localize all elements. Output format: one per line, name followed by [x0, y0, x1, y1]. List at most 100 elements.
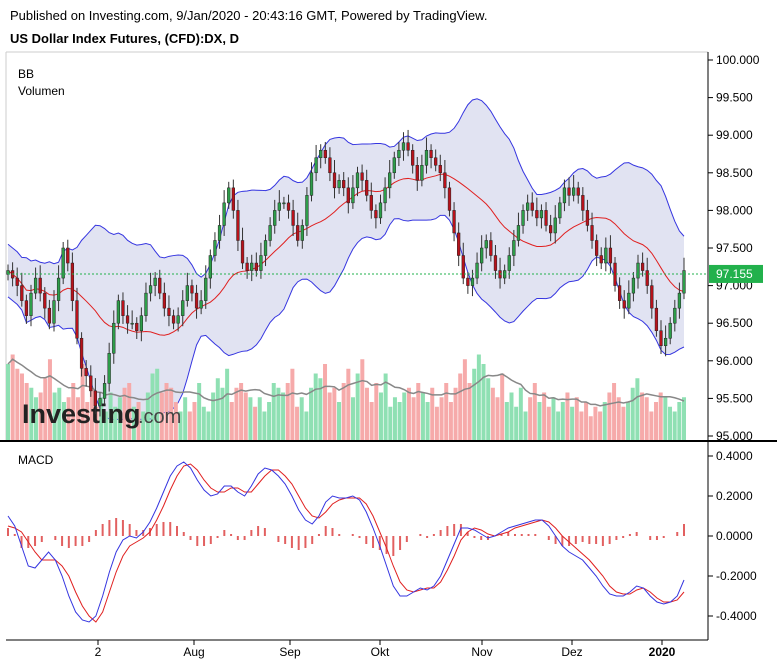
candle-body	[112, 322, 116, 354]
candle-body	[337, 180, 341, 189]
volume-bar	[490, 387, 495, 440]
candle-body	[512, 240, 516, 256]
bollinger-middle-line	[7, 173, 685, 336]
candle-body	[259, 255, 263, 271]
volume-bar	[374, 383, 379, 440]
candle-body	[33, 277, 38, 294]
volume-bar	[332, 387, 337, 440]
candle-body	[645, 270, 649, 286]
candle-body	[52, 300, 56, 324]
candle-body	[558, 202, 562, 219]
candle-body	[79, 337, 84, 369]
candle-body	[263, 240, 268, 256]
candle-body	[470, 277, 475, 286]
volume-bar	[197, 383, 202, 440]
volume-bar	[262, 411, 267, 440]
volume-bar	[677, 402, 682, 440]
volume-bar	[281, 392, 286, 440]
volume-bar	[467, 383, 472, 440]
volume-bar	[565, 392, 570, 440]
candle-body	[378, 202, 383, 219]
volume-bar	[52, 392, 57, 440]
macd-tick-label: 0.4000	[716, 449, 753, 463]
price-tick-label: 95.500	[716, 391, 753, 405]
macd-label: MACD	[18, 453, 54, 467]
volume-bar	[621, 406, 626, 440]
volume-bar	[94, 406, 99, 440]
price-tick-label: 95.000	[716, 429, 753, 443]
candle-body	[84, 368, 88, 377]
candle-body	[406, 142, 410, 151]
candle-body	[70, 262, 75, 301]
volume-bar	[626, 402, 631, 440]
candle-body	[29, 292, 33, 316]
candles-layer	[6, 129, 708, 417]
candle-body	[420, 165, 424, 181]
candle-body	[286, 202, 291, 211]
price-tick-label: 96.000	[716, 354, 753, 368]
bollinger-band-layer	[7, 98, 685, 420]
macd-line	[7, 461, 685, 623]
volume-bar	[682, 397, 686, 440]
time-tick-label: 2	[95, 645, 102, 659]
candle-body	[388, 172, 392, 189]
volume-bar	[518, 387, 523, 440]
volume-bar	[66, 397, 71, 440]
candle-body	[484, 240, 488, 249]
volume-bar	[85, 402, 90, 440]
volume-bar	[360, 359, 365, 440]
volume-bar	[350, 397, 355, 440]
volume-bar	[155, 368, 160, 440]
candle-body	[277, 202, 281, 211]
volume-bar	[192, 402, 197, 440]
candle-body	[659, 330, 663, 347]
volume-bar	[75, 397, 80, 440]
candle-body	[121, 300, 125, 316]
candle-body	[15, 277, 19, 286]
candle-body	[98, 398, 102, 407]
volume-bar	[285, 383, 290, 440]
volume-bar	[220, 387, 225, 440]
volume-bar	[318, 378, 323, 440]
volume-bar	[504, 402, 509, 440]
candle-body	[397, 149, 401, 159]
candle-body	[640, 262, 645, 271]
volume-bar	[425, 402, 430, 440]
volume-bar	[113, 406, 118, 440]
candle-body	[282, 202, 286, 205]
macd-axis: 0.4000 0.2000 0.0000 -0.2000 -0.4000	[708, 449, 757, 623]
candle-body	[61, 247, 65, 279]
volume-bar	[141, 411, 146, 440]
candle-body	[75, 300, 79, 339]
candle-body	[365, 180, 369, 196]
volume-bar	[178, 411, 183, 440]
time-axis: 2 Aug Sep Okt Nov Dez 2020	[95, 640, 676, 659]
volume-bar	[346, 368, 351, 440]
candle-body	[273, 210, 277, 226]
volume-bar	[612, 383, 617, 440]
volume-bar	[243, 392, 248, 440]
volume-bar	[253, 406, 258, 440]
candle-body	[66, 247, 70, 264]
last-price-label: 97.155	[716, 267, 753, 281]
volume-bar	[458, 373, 463, 440]
volume-bar	[159, 392, 164, 440]
volume-bar	[574, 397, 579, 440]
price-tick-label: 98.000	[716, 203, 753, 217]
candle-body	[627, 292, 631, 309]
volume-bar	[560, 402, 565, 440]
volume-bar	[225, 368, 230, 440]
time-tick-label: Sep	[279, 645, 301, 659]
candle-body	[562, 187, 567, 204]
volume-bar	[309, 387, 314, 440]
volume-label: Volumen	[18, 84, 65, 98]
candle-body	[125, 315, 130, 324]
candle-body	[102, 383, 107, 399]
candle-body	[167, 307, 171, 316]
volume-bar	[663, 397, 668, 440]
volume-bar	[215, 378, 220, 440]
macd-tick-label: 0.0000	[716, 529, 753, 543]
candle-body	[144, 292, 148, 316]
volume-bar	[337, 402, 342, 440]
